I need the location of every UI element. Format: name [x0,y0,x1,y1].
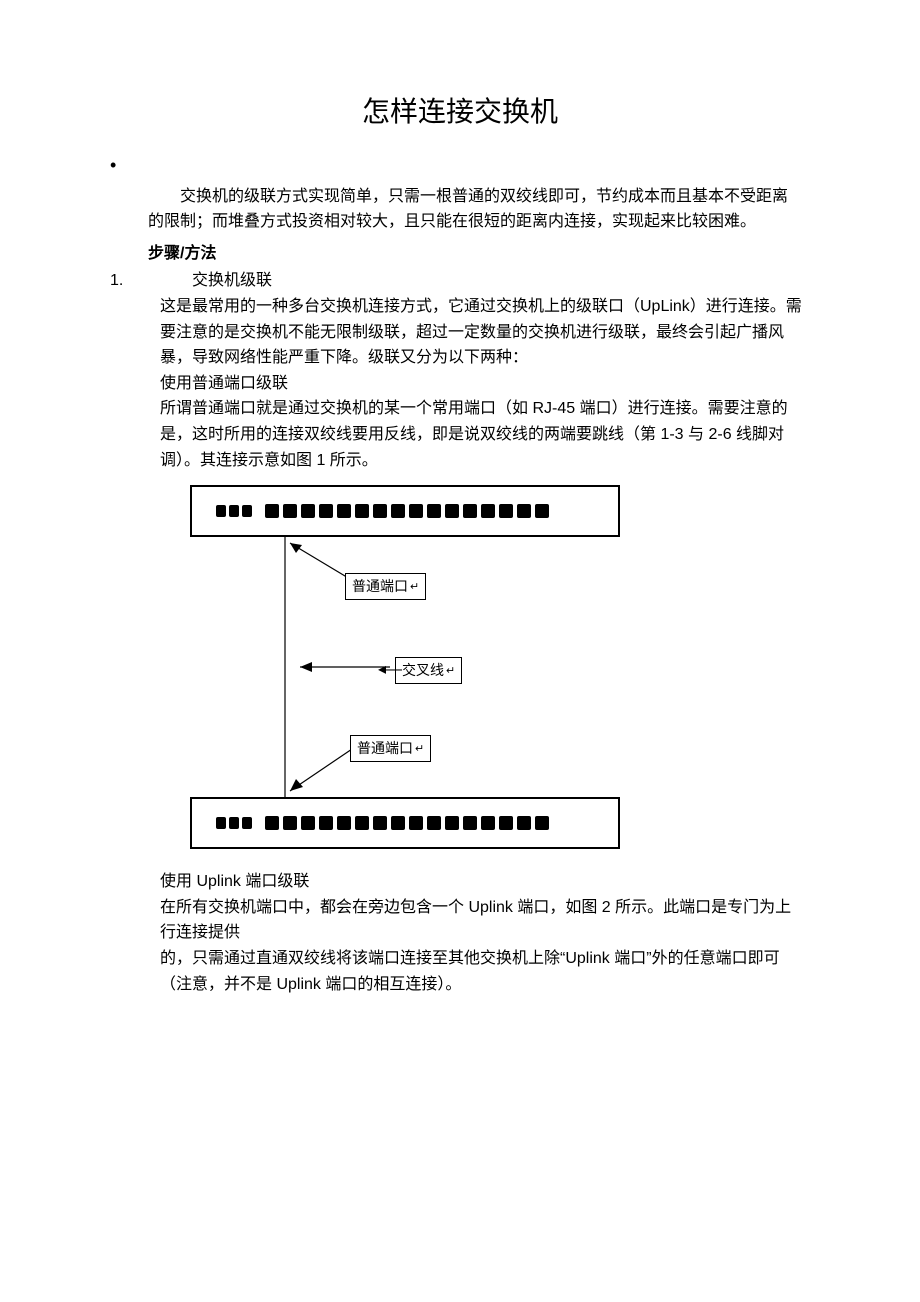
intro-row: • [110,147,810,180]
figure-1-arrow-cable: ◂— [378,657,402,683]
step-1-sub2-body-1: 在所有交换机端口中，都会在旁边包含一个 Uplink 端口，如图 2 所示。此端… [110,895,810,946]
figure-1-switch-bottom [190,797,620,849]
figure-1-switch-top [190,485,620,537]
step-1-number: 1. [110,268,142,294]
step-1-sub1-body: 所谓普通端口就是通过交换机的某一个常用端口（如 RJ-45 端口）进行连接。需要… [110,396,810,473]
figure-1-label-port-bottom: 普通端口↵ [350,735,431,761]
bullet-icon: • [110,151,116,180]
step-1-row: 1. 交换机级联 [110,268,810,294]
steps-header: 步骤/方法 [110,241,810,267]
figure-1-label-cable: 交叉线↵ [395,657,462,683]
step-1-paragraph-1: 这是最常用的一种多台交换机连接方式，它通过交换机上的级联口（UpLink）进行连… [110,294,810,371]
step-1-sub2-body-2: 的，只需通过直通双绞线将该端口连接至其他交换机上除“Uplink 端口”外的任意… [110,946,810,997]
step-1-sub2-title: 使用 Uplink 端口级联 [110,869,810,895]
step-1-title: 交换机级联 [142,268,272,294]
page-title: 怎样连接交换机 [110,90,810,135]
intro-text: 交换机的级联方式实现简单，只需一根普通的双绞线即可，节约成本而且基本不受距离的限… [110,184,810,235]
figure-1-connections: 普通端口↵ 交叉线↵ ◂— 普通端口↵ [190,537,620,797]
figure-1: 普通端口↵ 交叉线↵ ◂— 普通端口↵ [190,485,620,849]
figure-1-label-port-top: 普通端口↵ [345,573,426,599]
step-1-sub1-title: 使用普通端口级联 [110,371,810,397]
